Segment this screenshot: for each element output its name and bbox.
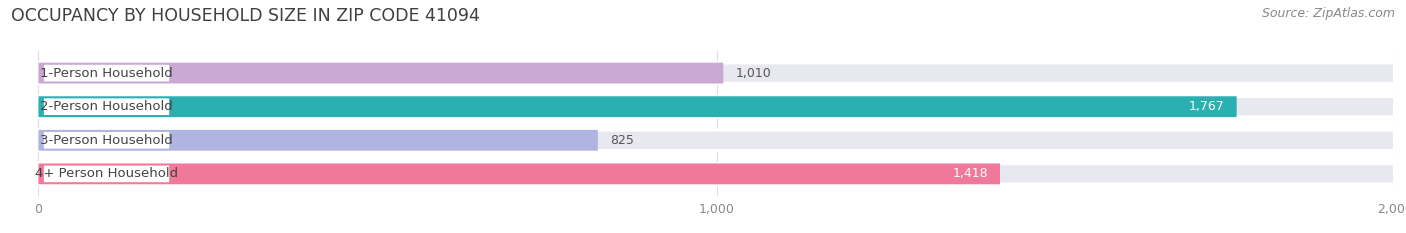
Text: 3-Person Household: 3-Person Household [41,134,173,147]
Text: 1,418: 1,418 [952,167,988,180]
Text: 1,767: 1,767 [1189,100,1225,113]
Text: 1-Person Household: 1-Person Household [41,67,173,80]
Text: 2-Person Household: 2-Person Household [41,100,173,113]
FancyBboxPatch shape [44,166,169,182]
FancyBboxPatch shape [38,130,1395,151]
FancyBboxPatch shape [38,164,1395,184]
FancyBboxPatch shape [44,65,169,81]
FancyBboxPatch shape [38,96,1237,117]
FancyBboxPatch shape [38,63,723,83]
FancyBboxPatch shape [38,130,598,151]
FancyBboxPatch shape [38,63,1395,83]
Text: Source: ZipAtlas.com: Source: ZipAtlas.com [1261,7,1395,20]
FancyBboxPatch shape [44,98,169,115]
FancyBboxPatch shape [38,164,1000,184]
Text: 1,010: 1,010 [735,67,772,80]
Text: 825: 825 [610,134,634,147]
Text: 4+ Person Household: 4+ Person Household [35,167,179,180]
FancyBboxPatch shape [44,132,169,149]
FancyBboxPatch shape [38,96,1395,117]
Text: OCCUPANCY BY HOUSEHOLD SIZE IN ZIP CODE 41094: OCCUPANCY BY HOUSEHOLD SIZE IN ZIP CODE … [11,7,479,25]
